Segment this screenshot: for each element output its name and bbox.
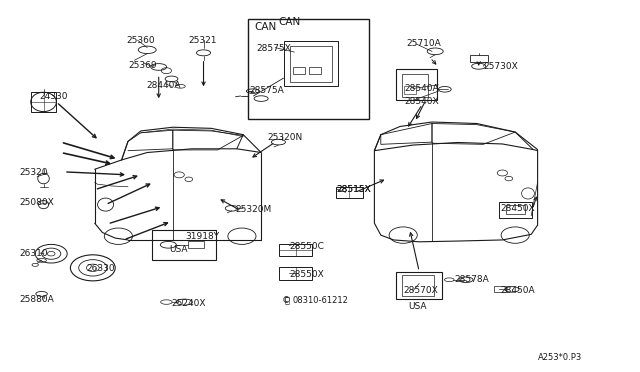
Bar: [248, 19, 369, 119]
Text: 31918Y: 31918Y: [186, 232, 220, 241]
Bar: [279, 267, 312, 280]
Text: 25360: 25360: [127, 36, 156, 45]
Text: 28550X: 28550X: [289, 270, 324, 279]
Bar: [284, 41, 338, 86]
Bar: [470, 55, 488, 62]
Bar: [396, 272, 442, 299]
Text: CAN: CAN: [255, 22, 277, 32]
Text: 28540A: 28540A: [404, 84, 439, 93]
Bar: [499, 202, 532, 218]
Text: 25320M: 25320M: [236, 205, 272, 214]
Text: 25880A: 25880A: [19, 295, 54, 304]
Text: CAN: CAN: [278, 17, 301, 27]
Text: 28450A: 28450A: [500, 286, 535, 295]
Bar: [396, 69, 437, 100]
Bar: [402, 74, 428, 97]
Text: Ⓢ: Ⓢ: [284, 296, 289, 305]
Bar: [506, 205, 525, 214]
Text: 26310: 26310: [19, 249, 48, 258]
Text: ©: ©: [282, 296, 291, 305]
Text: 08310-61212: 08310-61212: [292, 296, 348, 305]
Text: 28515X: 28515X: [337, 185, 371, 194]
Text: 28578A: 28578A: [454, 275, 489, 284]
Text: 25710A: 25710A: [406, 39, 441, 48]
Text: 28570X: 28570X: [403, 286, 438, 295]
Text: 26330: 26330: [86, 264, 115, 273]
Bar: [494, 286, 506, 292]
Text: 25320N: 25320N: [268, 133, 303, 142]
Text: 25080X: 25080X: [19, 198, 54, 207]
Bar: [31, 92, 56, 112]
Bar: [152, 230, 216, 260]
Text: 28550C: 28550C: [289, 242, 324, 251]
Text: 28450X: 28450X: [500, 204, 535, 213]
Text: USA: USA: [408, 302, 427, 311]
Bar: [290, 46, 332, 82]
Text: 25369: 25369: [128, 61, 157, 70]
Bar: [293, 67, 305, 74]
Text: 28540X: 28540X: [404, 97, 439, 106]
Bar: [309, 67, 321, 74]
Text: 25321: 25321: [189, 36, 218, 45]
Bar: [336, 187, 363, 198]
Text: 25240X: 25240X: [172, 299, 206, 308]
Text: 28575A: 28575A: [250, 86, 284, 94]
Text: 25730X: 25730X: [483, 62, 518, 71]
Text: 28440A: 28440A: [146, 81, 180, 90]
Text: 25320: 25320: [19, 169, 48, 177]
Bar: [404, 86, 416, 94]
Text: USA: USA: [170, 245, 188, 254]
Bar: [279, 244, 312, 256]
Text: A253*0.P3: A253*0.P3: [538, 353, 582, 362]
Text: 24330: 24330: [40, 92, 68, 101]
Text: 28575X: 28575X: [256, 44, 291, 53]
Text: 28515X: 28515X: [337, 185, 371, 194]
Bar: [188, 241, 204, 248]
Bar: [402, 275, 434, 296]
